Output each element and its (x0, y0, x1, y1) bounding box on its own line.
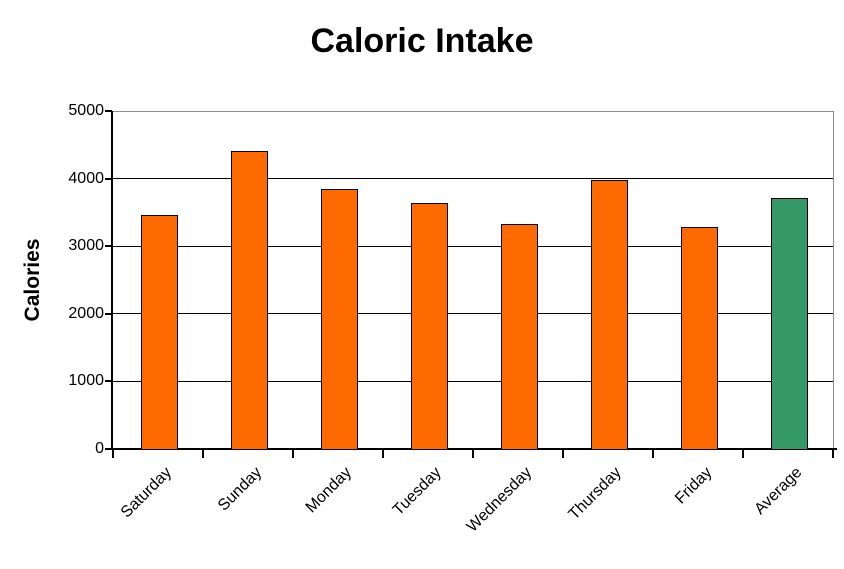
gridline-4000 (113, 178, 833, 180)
bar-saturday (140, 215, 178, 450)
chart-title: Caloric Intake (310, 22, 534, 60)
x-category-label-tuesday: Tuesday (390, 464, 446, 519)
y-tick-mark (105, 380, 112, 383)
x-tick-mark (292, 450, 294, 458)
bar-wednesday (500, 224, 538, 450)
y-tick-label: 0 (95, 440, 104, 457)
x-tick-mark (202, 450, 204, 458)
y-axis-line (111, 111, 113, 450)
x-category-label-saturday: Saturday (117, 464, 176, 522)
y-tick-mark (105, 245, 112, 248)
y-tick-mark (105, 177, 112, 180)
y-axis-title: Calories (21, 238, 44, 322)
bar-tuesday (410, 203, 448, 450)
x-tick-mark (562, 450, 564, 458)
gridline-1000 (113, 380, 833, 382)
x-category-label-wednesday: Wednesday (463, 464, 536, 536)
x-tick-mark (472, 450, 474, 458)
y-tick-mark (105, 110, 112, 112)
gridline-2000 (113, 313, 833, 315)
bar-thursday (590, 179, 628, 450)
x-axis-line (111, 448, 837, 450)
bar-friday (680, 226, 718, 450)
bar-monday (320, 189, 358, 450)
x-category-label-sunday: Sunday (214, 464, 266, 515)
x-tick-mark (832, 450, 834, 458)
x-category-label-thursday: Thursday (565, 464, 626, 524)
y-tick-mark (105, 448, 112, 450)
x-category-label-friday: Friday (671, 464, 716, 508)
y-tick-label: 3000 (68, 237, 104, 255)
bar-average (770, 198, 808, 450)
plot-area (113, 111, 834, 450)
gridline-3000 (113, 245, 833, 247)
y-tick-label: 2000 (68, 304, 104, 322)
x-tick-mark (652, 450, 654, 458)
x-tick-mark (742, 450, 744, 458)
bar-sunday (230, 150, 268, 450)
y-tick-label: 1000 (68, 372, 104, 390)
x-tick-mark (382, 450, 384, 458)
x-category-label-monday: Monday (302, 464, 356, 517)
y-tick-label: 4000 (68, 169, 104, 187)
y-tick-label: 5000 (68, 102, 104, 119)
y-tick-mark (105, 312, 112, 315)
x-category-label-average: Average (751, 464, 806, 518)
x-tick-mark (112, 450, 114, 458)
